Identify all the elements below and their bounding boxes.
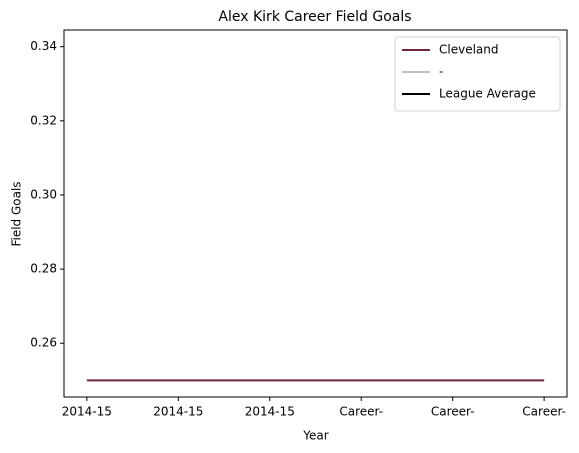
legend-label: -	[439, 65, 443, 79]
x-tick-label: Career-	[431, 405, 475, 419]
y-tick-label: 0.30	[30, 187, 57, 201]
legend-label: Cleveland	[439, 43, 499, 57]
legend-label: League Average	[439, 87, 536, 101]
plot-frame	[63, 29, 568, 398]
x-axis-label: Year	[302, 429, 328, 443]
y-tick-label: 0.34	[30, 39, 57, 53]
x-tick-label: 2014-15	[62, 405, 112, 419]
x-tick-label: 2014-15	[153, 405, 203, 419]
x-tick-label: Career-	[339, 405, 383, 419]
y-tick-label: 0.28	[30, 262, 57, 276]
chart-title: Alex Kirk Career Field Goals	[218, 9, 411, 25]
legend-box	[394, 36, 561, 112]
x-tick-label: Career-	[522, 405, 566, 419]
x-tick-label: 2014-15	[245, 405, 295, 419]
y-tick-label: 0.26	[30, 336, 57, 350]
y-axis-label: Field Goals	[10, 181, 24, 246]
y-tick-label: 0.32	[30, 113, 57, 127]
